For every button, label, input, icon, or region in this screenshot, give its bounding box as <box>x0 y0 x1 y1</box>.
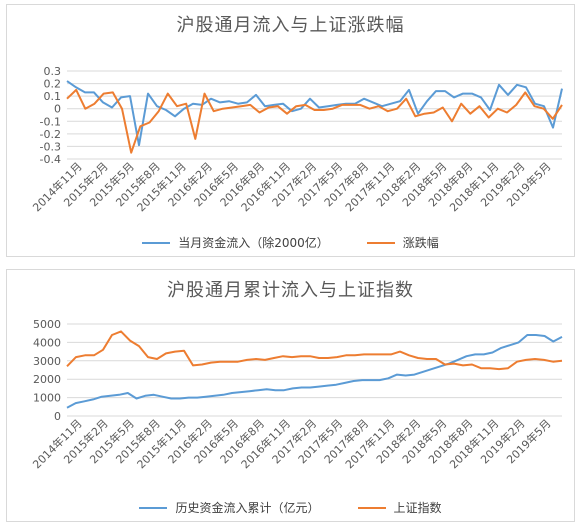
y-tick-label: -0.1 <box>40 115 61 128</box>
legend-item-change: 涨跌幅 <box>366 234 439 251</box>
chart-panel-cumulative-index: 沪股通月累计流入与上证指数 5000 4000 3000 2000 1000 0 2014年… <box>6 269 575 522</box>
legend-label: 涨跌幅 <box>402 236 439 250</box>
legend-label: 上证指数 <box>393 501 442 515</box>
chart-panel-flow-change: 沪股通月流入与上证涨跌幅 0.3 0.2 0.1 0 -0.1 -0.2 -0.3 -0.4 2… <box>6 4 575 257</box>
chart-legend: 当月资金流入（除2000亿） 涨跌幅 <box>7 234 574 251</box>
legend-item-index: 上证指数 <box>357 499 442 516</box>
chart-plot: 5000400030002000100002014年11月2015年2月2015… <box>30 318 563 471</box>
y-tick-label: 0.2 <box>44 78 62 91</box>
legend-label: 历史资金流入累计（亿元） <box>175 501 320 515</box>
y-tick-label: 0.1 <box>44 90 62 103</box>
series-line-2 <box>66 330 563 371</box>
legend-item-cumulative: 历史资金流入累计（亿元） <box>139 499 320 516</box>
y-tick-label: -0.2 <box>40 128 61 141</box>
legend-swatch <box>142 241 171 244</box>
legend-label: 当月资金流入（除2000亿） <box>178 236 329 250</box>
y-tick-label: 3000 <box>33 355 61 368</box>
y-tick-label: 5000 <box>33 318 61 331</box>
legend-item-inflow: 当月资金流入（除2000亿） <box>142 234 329 251</box>
legend-swatch <box>366 241 395 244</box>
y-tick-label: 0 <box>54 103 61 116</box>
series-line-1 <box>66 334 563 409</box>
series-line-1 <box>66 80 563 147</box>
y-tick-label: -0.3 <box>40 140 61 153</box>
chart-plot: 0.30.20.10-0.1-0.2-0.3-0.42014年11月2015年2… <box>30 65 563 214</box>
y-tick-label: 0.3 <box>44 65 62 78</box>
series-line-2 <box>66 88 563 154</box>
legend-swatch <box>357 506 386 509</box>
legend-swatch <box>139 506 168 509</box>
y-tick-label: -0.4 <box>40 153 61 166</box>
chart-title: 沪股通月流入与上证涨跌幅 <box>176 15 405 36</box>
chart-title: 沪股通月累计流入与上证指数 <box>167 280 414 301</box>
chart-legend: 历史资金流入累计（亿元） 上证指数 <box>7 499 574 516</box>
y-tick-label: 0 <box>54 410 61 423</box>
y-tick-label: 4000 <box>33 336 61 349</box>
y-tick-label: 2000 <box>33 373 61 386</box>
y-tick-label: 1000 <box>33 392 61 405</box>
